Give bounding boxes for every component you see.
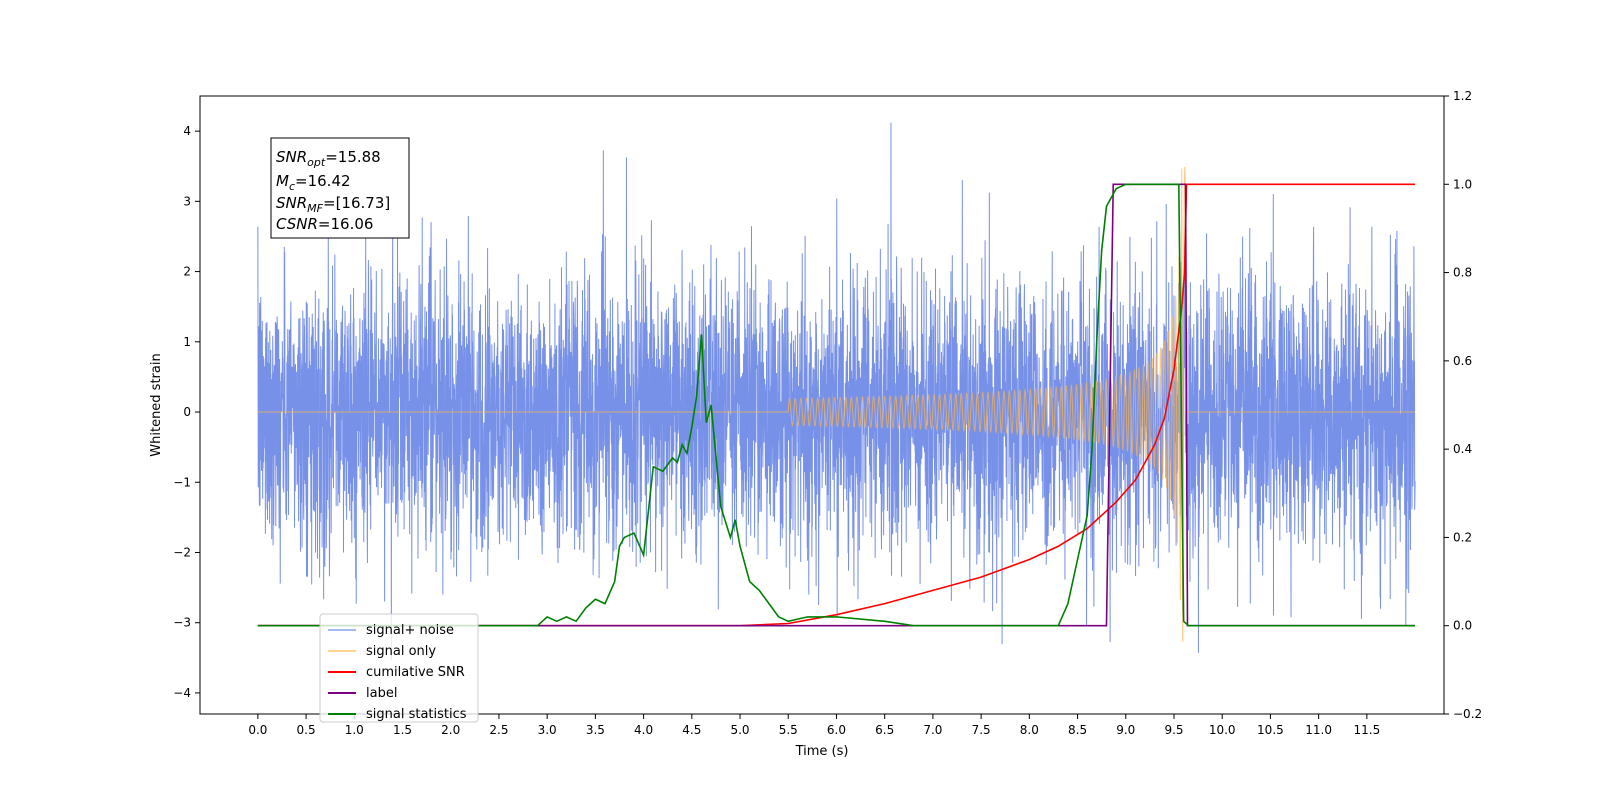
x-tick-label: 9.0 <box>1116 723 1135 737</box>
annotation-box: SNRopt=15.88 Mc=16.42 SNRMF=[16.73] CSNR… <box>270 137 410 239</box>
y-tick-label: 2 <box>183 265 191 279</box>
legend-label: label <box>366 686 397 701</box>
x-tick-label: 0.0 <box>248 723 267 737</box>
x-tick-label: 6.5 <box>875 723 894 737</box>
x-tick-label: 10.0 <box>1209 723 1236 737</box>
y-tick-label: −4 <box>173 686 191 700</box>
annotation-snr-opt: SNRopt=15.88 <box>276 148 381 169</box>
legend-label: signal only <box>366 644 436 659</box>
x-tick-label: 9.5 <box>1164 723 1183 737</box>
x-tick-label: 0.5 <box>297 723 316 737</box>
legend-label: signal statistics <box>366 707 467 722</box>
x-tick-label: 5.5 <box>779 723 798 737</box>
x-tick-label: 11.0 <box>1305 723 1332 737</box>
y2-tick-label: 1.0 <box>1453 177 1472 191</box>
y-tick-label: 1 <box>183 335 191 349</box>
series-line-signal-statistics <box>257 183 1416 627</box>
series-line-cumulative-snr <box>257 183 1416 627</box>
axes-frame <box>199 95 1445 715</box>
x-axis-label: Time (s) <box>795 744 849 759</box>
y2-tick-label: 0.6 <box>1453 354 1472 368</box>
series-line-signal-noise <box>257 122 1416 661</box>
x-tick-label: 11.5 <box>1353 723 1380 737</box>
y-tick-label: 4 <box>183 124 191 138</box>
x-tick-label: 1.0 <box>345 723 364 737</box>
y-tick-label: 0 <box>183 405 191 419</box>
y-axis-label: Whitened strain <box>149 353 164 456</box>
y2-tick-label: −0.2 <box>1453 707 1482 721</box>
x-tick-label: 1.5 <box>393 723 412 737</box>
legend-frame <box>319 613 479 723</box>
annotation-snr-mf: SNRMF=[16.73] <box>276 194 390 215</box>
y-tick-label: −2 <box>173 545 191 559</box>
x-tick-label: 6.0 <box>827 723 846 737</box>
x-tick-label: 4.0 <box>634 723 653 737</box>
x-tick-label: 3.0 <box>538 723 557 737</box>
x-tick-label: 3.5 <box>586 723 605 737</box>
annotation-chirp-mass: Mc=16.42 <box>276 172 351 193</box>
annotation-csnr: CSNR=16.06 <box>276 215 373 233</box>
x-tick-label: 8.0 <box>1020 723 1039 737</box>
x-tick-label: 2.5 <box>489 723 508 737</box>
legend-label: signal+ noise <box>366 623 454 638</box>
legend-label: cumilative SNR <box>366 665 465 680</box>
x-tick-label: 5.0 <box>730 723 749 737</box>
x-tick-label: 7.5 <box>972 723 991 737</box>
y-tick-label: 3 <box>183 194 191 208</box>
y-axis-left: 4 3 2 1 0 −1 −2 −3 −4 <box>173 124 200 700</box>
x-tick-label: 7.0 <box>923 723 942 737</box>
y2-tick-label: 0.2 <box>1453 530 1472 544</box>
y2-tick-label: 0.4 <box>1453 442 1472 456</box>
legend: signal+ noise signal only cumilative SNR la… <box>319 613 479 723</box>
x-tick-label: 2.0 <box>441 723 460 737</box>
y-tick-label: −3 <box>173 616 191 630</box>
y2-tick-label: 0.8 <box>1453 266 1472 280</box>
y2-tick-label: 1.2 <box>1453 89 1472 103</box>
x-tick-label: 10.5 <box>1257 723 1284 737</box>
x-tick-label: 4.5 <box>682 723 701 737</box>
y-tick-label: −1 <box>173 475 191 489</box>
y-axis-right: 1.2 1.0 0.8 0.6 0.4 0.2 0.0 −0.2 <box>1444 89 1482 721</box>
x-tick-label: 8.5 <box>1068 723 1087 737</box>
x-axis: 0.0 0.5 1.0 1.5 2.0 2.5 3.0 3.5 4.0 4.5 5.0 5.5 6.0 6… <box>248 714 1380 737</box>
y2-tick-label: 0.0 <box>1453 619 1472 633</box>
plot-area <box>257 122 1416 661</box>
series-line-signal-only <box>257 166 1416 642</box>
